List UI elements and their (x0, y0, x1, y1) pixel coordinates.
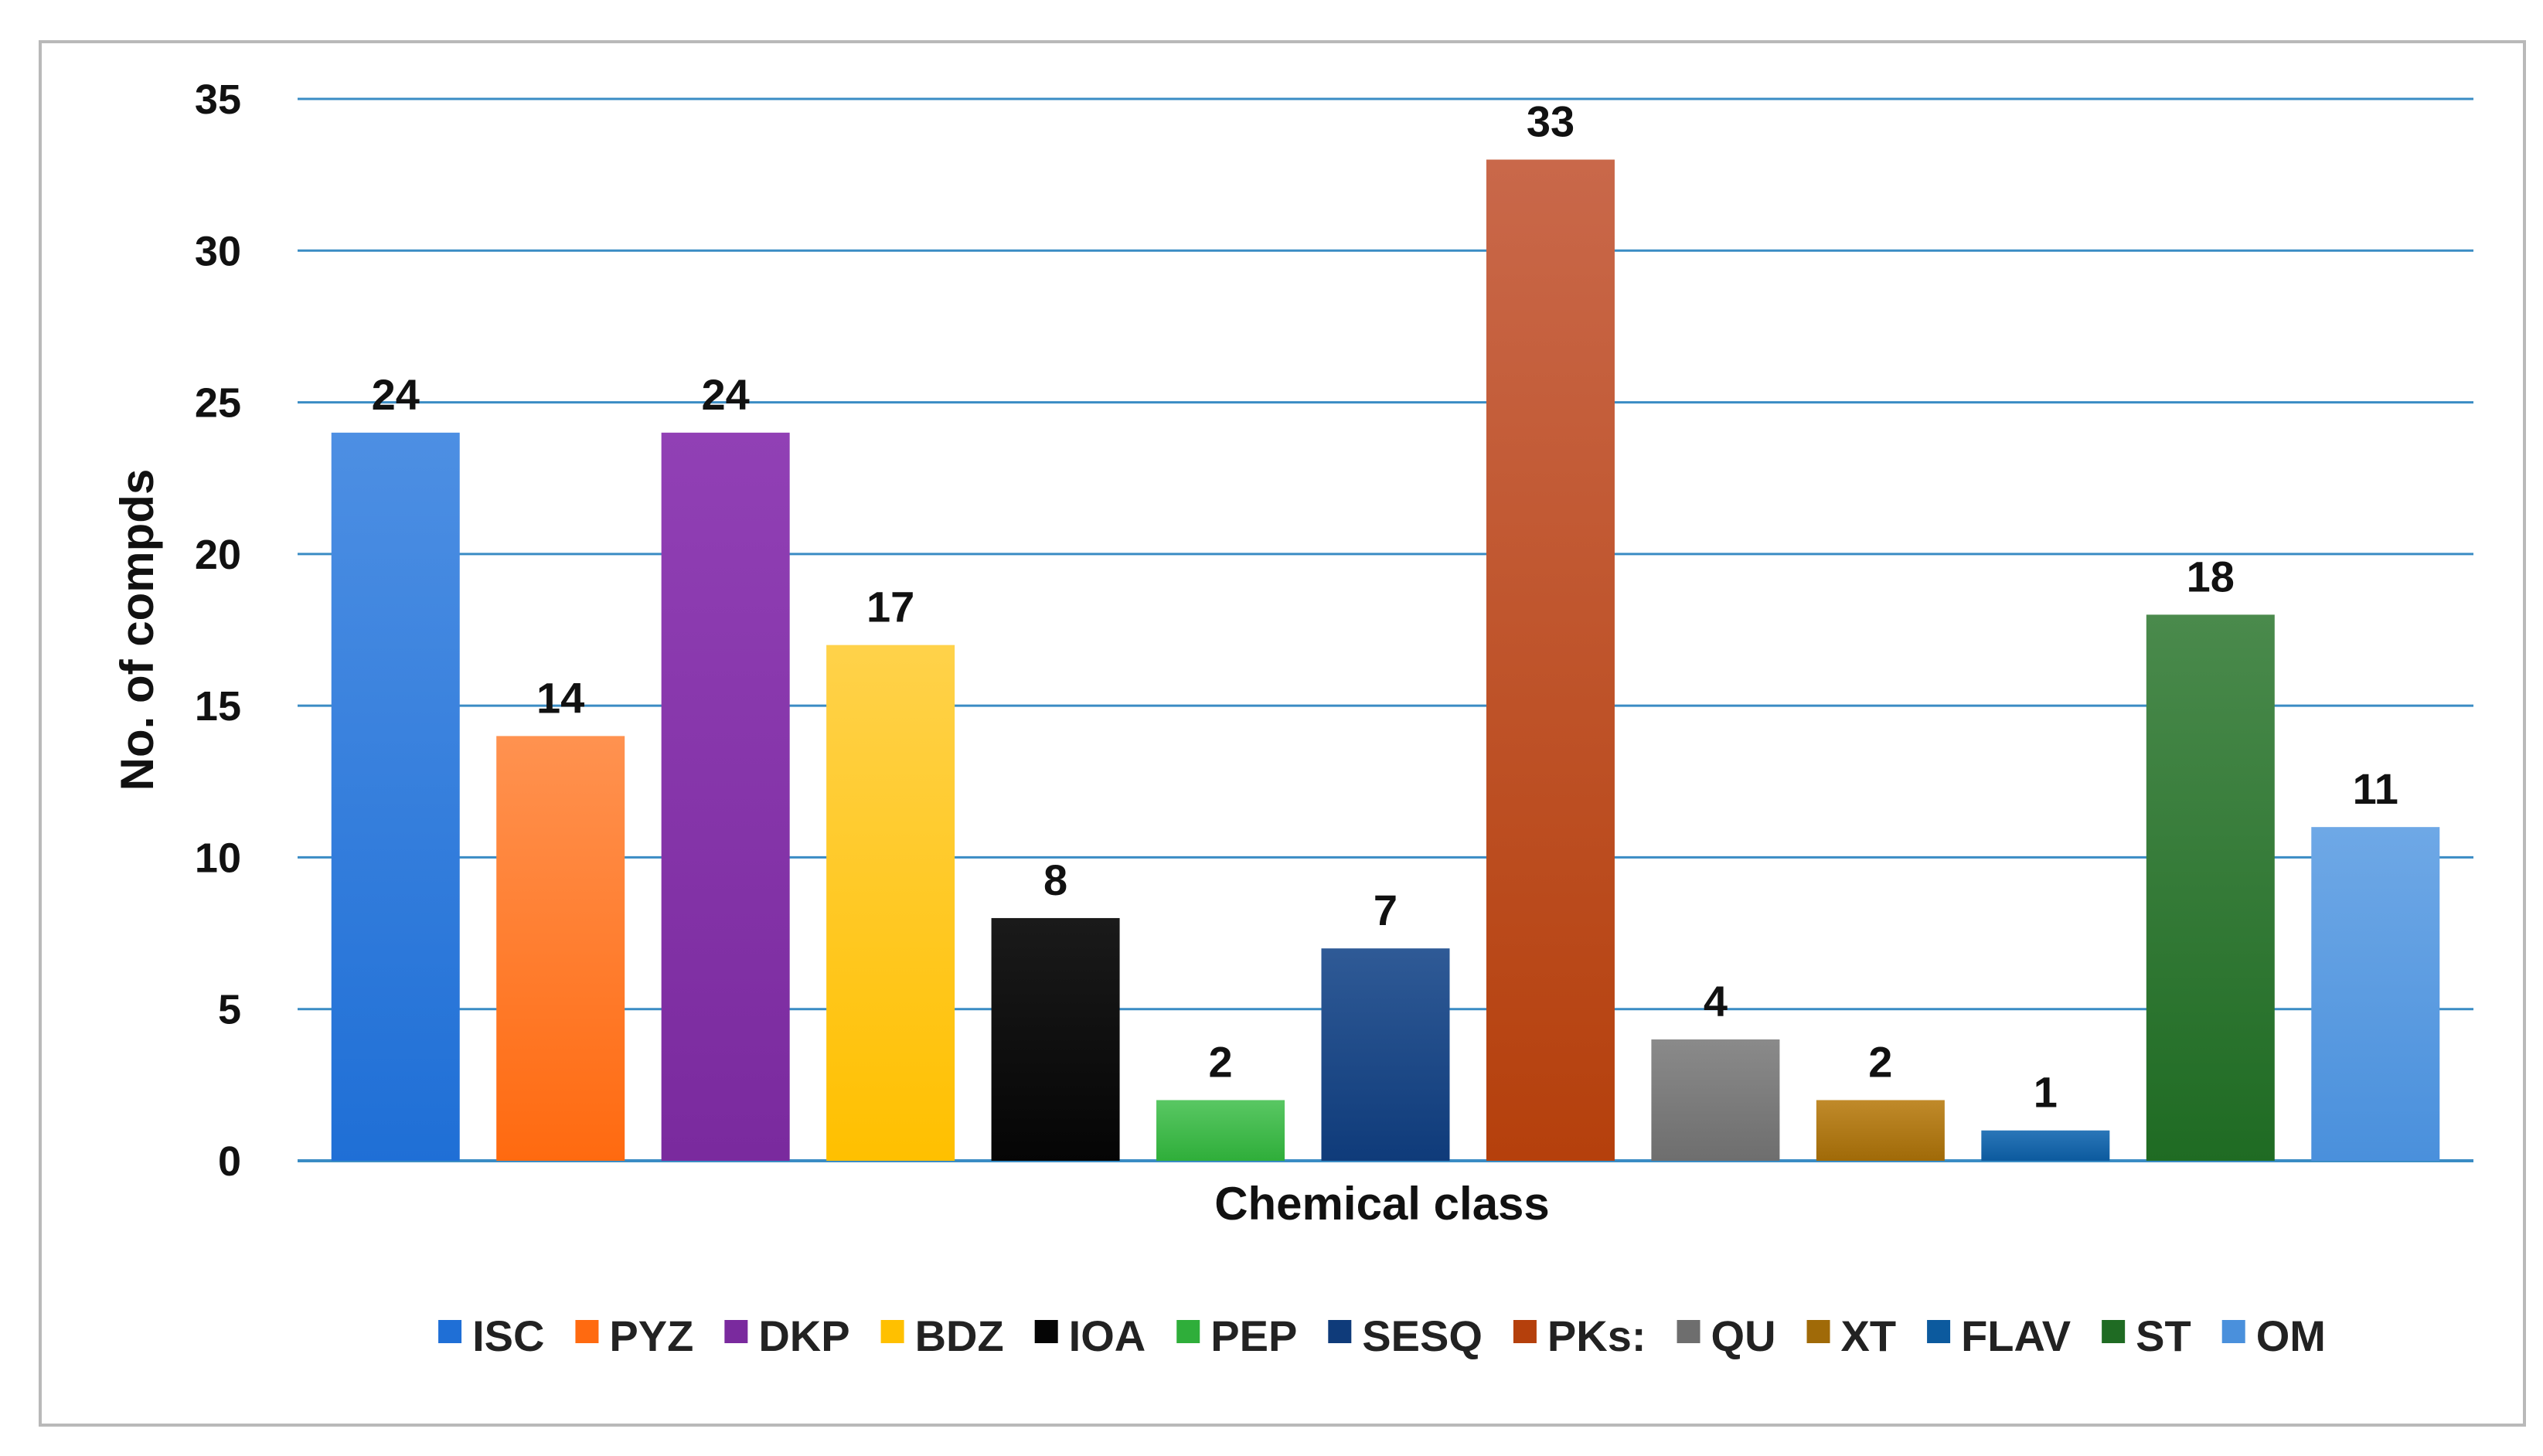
y-tick-label: 15 (195, 683, 241, 730)
y-axis-ticks: 0 5 10 15 20 25 30 35 (195, 77, 241, 1185)
legend-swatch (1328, 1320, 1352, 1343)
legend-swatch (575, 1320, 599, 1343)
legend-item: FLAV (1927, 1311, 2071, 1360)
legend-label: OM (2256, 1311, 2326, 1360)
bar-flav (1981, 1130, 2110, 1161)
data-label: 2 (1208, 1037, 1232, 1086)
legend-swatch (2221, 1320, 2245, 1343)
legend-item: QU (1677, 1311, 1776, 1360)
legend-swatch (1806, 1320, 1830, 1343)
legend-swatch (1034, 1320, 1058, 1343)
legend-label: PYZ (609, 1311, 693, 1360)
data-label: 4 (1704, 977, 1728, 1026)
y-tick-label: 10 (195, 835, 241, 881)
legend-item: ISC (438, 1311, 544, 1360)
data-label: 11 (2353, 764, 2398, 813)
legend-label: DKP (758, 1311, 849, 1360)
bar-sesq (1321, 948, 1450, 1161)
data-label: 24 (702, 370, 750, 419)
legend-label: PKs: (1547, 1311, 1646, 1360)
legend-item: DKP (724, 1311, 850, 1360)
data-label: 2 (1868, 1037, 1892, 1086)
bar-pep (1156, 1100, 1285, 1161)
data-label: 17 (866, 583, 914, 631)
bar-qu (1651, 1039, 1780, 1161)
data-label: 33 (1527, 97, 1574, 146)
x-axis-title: Chemical class (1214, 1178, 1550, 1230)
legend-item: BDZ (880, 1311, 1004, 1360)
data-label: 18 (2187, 552, 2235, 600)
legend-item: XT (1806, 1311, 1897, 1360)
legend-item: ST (2102, 1311, 2191, 1360)
legend-label: ST (2136, 1311, 2191, 1360)
legend-item: PYZ (575, 1311, 693, 1360)
legend-label: ISC (472, 1311, 544, 1360)
bar-st (2146, 614, 2275, 1161)
y-axis-title: No. of compds (111, 469, 163, 791)
y-tick-label: 20 (195, 532, 241, 578)
legend-label: IOA (1069, 1311, 1146, 1360)
data-label: 24 (372, 370, 420, 419)
bar-ioa (991, 917, 1120, 1161)
legend-swatch (1513, 1320, 1537, 1343)
data-label: 8 (1043, 856, 1067, 904)
legend-item: OM (2221, 1311, 2326, 1360)
legend-label: QU (1711, 1311, 1776, 1360)
y-tick-label: 0 (218, 1138, 241, 1185)
bar-xt (1816, 1100, 1945, 1161)
legend-item: SESQ (1328, 1311, 1483, 1360)
legend-swatch (724, 1320, 748, 1343)
legend-swatch (438, 1320, 462, 1343)
legend-swatch (880, 1320, 904, 1343)
legend-label: XT (1841, 1311, 1897, 1360)
data-label: 1 (2034, 1068, 2058, 1117)
bar-dkp (661, 432, 790, 1161)
legend-item: PEP (1176, 1311, 1297, 1360)
y-tick-label: 5 (218, 987, 241, 1033)
legend-swatch (2102, 1320, 2126, 1343)
bar-pks (1486, 159, 1615, 1161)
legend-item: IOA (1034, 1311, 1146, 1360)
y-tick-label: 30 (195, 228, 241, 274)
legend-item: PKs: (1513, 1311, 1646, 1360)
legend-label: PEP (1210, 1311, 1297, 1360)
y-tick-label: 25 (195, 380, 241, 427)
y-tick-label: 35 (195, 77, 241, 123)
legend: ISC PYZ DKP BDZ IOA PEP SESQ PKs: QU XT FLAV ST OM (438, 1311, 2326, 1360)
data-labels: 24 14 24 17 8 2 7 33 4 2 1 18 11 (372, 97, 2398, 1117)
bar-isc (331, 432, 460, 1161)
legend-label: FLAV (1961, 1311, 2071, 1360)
legend-label: SESQ (1362, 1311, 1483, 1360)
legend-label: BDZ (915, 1311, 1004, 1360)
bar-pyz (496, 736, 625, 1161)
legend-swatch (1927, 1320, 1951, 1343)
legend-swatch (1176, 1320, 1200, 1343)
legend-swatch (1677, 1320, 1700, 1343)
bars (331, 159, 2440, 1161)
data-label: 7 (1374, 886, 1397, 934)
bar-bdz (826, 645, 955, 1161)
data-label: 14 (536, 673, 584, 722)
bar-om (2311, 827, 2440, 1161)
